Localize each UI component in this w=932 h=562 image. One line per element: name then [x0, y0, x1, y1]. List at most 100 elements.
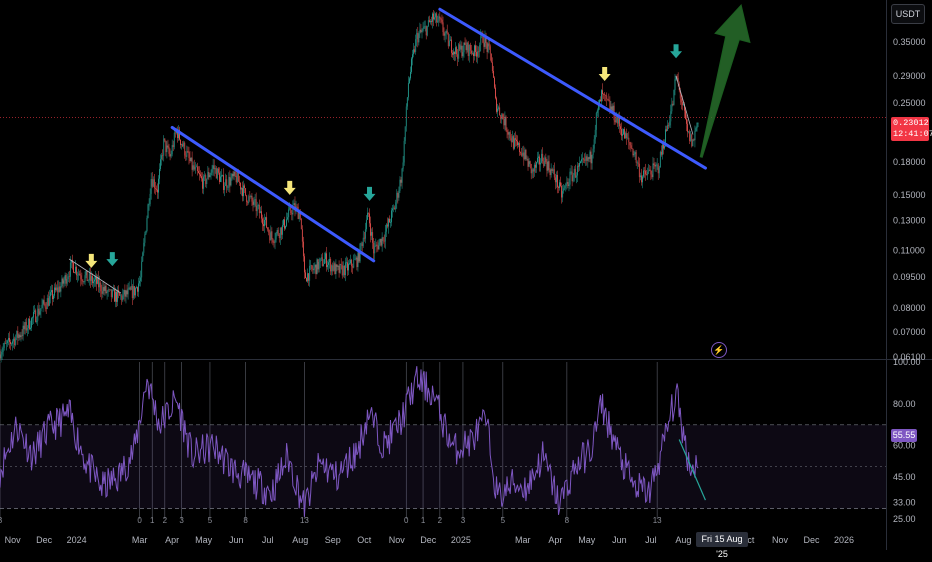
- candle-body: [529, 161, 530, 167]
- candle-body: [58, 286, 59, 292]
- candle-body: [471, 51, 472, 54]
- candle-body: [583, 159, 584, 160]
- candle-body: [149, 204, 150, 205]
- candle-body: [524, 150, 525, 159]
- candle-body: [563, 188, 564, 191]
- candle-body: [192, 158, 193, 170]
- candle-body: [162, 155, 163, 156]
- candle-body: [54, 288, 55, 296]
- currency-label[interactable]: USDT: [891, 4, 925, 24]
- candle-body: [334, 263, 335, 274]
- candle-body: [278, 230, 279, 235]
- candle-body: [373, 243, 374, 253]
- candle-body: [574, 169, 575, 175]
- candle-body: [649, 170, 650, 171]
- candle-body: [493, 71, 494, 78]
- candle-body: [34, 310, 35, 312]
- candle-body: [258, 205, 259, 206]
- x-tick-label: Nov: [389, 535, 406, 545]
- candle-body: [395, 202, 396, 209]
- candle-body: [27, 328, 28, 331]
- candle-body: [385, 232, 386, 242]
- candle-body: [647, 172, 648, 175]
- candle-body: [31, 318, 32, 327]
- candle-body: [81, 279, 82, 281]
- x-tick-label: Mar: [132, 535, 148, 545]
- candle-body: [560, 182, 561, 186]
- candle-body: [363, 238, 364, 246]
- candle-body: [55, 288, 56, 291]
- candle-body: [87, 271, 88, 281]
- candle-body: [344, 266, 345, 275]
- candle-body: [626, 133, 627, 138]
- candle-body: [434, 17, 435, 19]
- candle-body: [454, 52, 455, 54]
- candle-body: [152, 179, 153, 187]
- candle-body: [287, 217, 288, 219]
- candle-body: [224, 186, 225, 190]
- candle-body: [136, 287, 137, 288]
- candle-body: [45, 304, 46, 308]
- candle-body: [507, 130, 508, 132]
- candle-body: [352, 266, 353, 267]
- candle-body: [80, 275, 81, 279]
- candle-body: [172, 145, 173, 154]
- candle-body: [106, 286, 107, 293]
- lightning-bolt-icon[interactable]: ⚡: [711, 342, 727, 358]
- candle-body: [417, 33, 418, 42]
- candle-body: [405, 126, 406, 141]
- candle-body: [50, 292, 51, 296]
- candle-body: [217, 169, 218, 179]
- candle-body: [687, 124, 688, 132]
- candle-body: [156, 189, 157, 190]
- candle-body: [232, 174, 233, 178]
- x-tick-label: Oct: [357, 535, 372, 545]
- candle-body: [289, 207, 290, 209]
- candle-body: [237, 173, 238, 183]
- x-tick-label: Jul: [645, 535, 657, 545]
- candle-body: [91, 276, 92, 281]
- candle-body: [53, 296, 54, 299]
- candle-body: [474, 45, 475, 56]
- candle-body: [138, 283, 139, 291]
- candle-body: [545, 157, 546, 161]
- candle-body: [193, 165, 194, 170]
- chart-svg[interactable]: 30123581301235813 0.350000.290000.250000…: [0, 0, 932, 550]
- candle-body: [681, 99, 682, 103]
- candle-body: [185, 156, 186, 157]
- candle-body: [255, 199, 256, 200]
- candle-body: [578, 166, 579, 167]
- candle-body: [467, 43, 468, 51]
- candle-body: [450, 40, 451, 41]
- candle-body: [240, 183, 241, 190]
- candle-body: [164, 138, 165, 140]
- candle-body: [495, 88, 496, 99]
- candle-body: [488, 43, 489, 52]
- candle-body: [404, 141, 405, 163]
- candle-body: [438, 16, 439, 20]
- candle-body: [622, 134, 623, 135]
- candle-body: [159, 169, 160, 179]
- candle-body: [96, 277, 97, 284]
- candle-body: [189, 152, 190, 158]
- event-label: 5: [501, 516, 506, 525]
- candle-body: [494, 78, 495, 88]
- candle-body: [160, 159, 161, 169]
- candle-body: [376, 245, 377, 246]
- candle-body: [74, 273, 75, 274]
- candle-body: [20, 335, 21, 337]
- candle-body: [130, 288, 131, 290]
- x-tick-label: 2024: [67, 535, 87, 545]
- candle-body: [637, 162, 638, 163]
- candle-body: [137, 287, 138, 291]
- x-tick-label: 2026: [834, 535, 854, 545]
- candle-body: [469, 45, 470, 56]
- candle-body: [466, 45, 467, 50]
- candle-body: [218, 169, 219, 173]
- candle-body: [397, 193, 398, 198]
- candle-body: [197, 167, 198, 172]
- event-label: 0: [404, 516, 409, 525]
- candle-body: [285, 226, 286, 229]
- candle-body: [387, 224, 388, 226]
- candle-body: [412, 54, 413, 58]
